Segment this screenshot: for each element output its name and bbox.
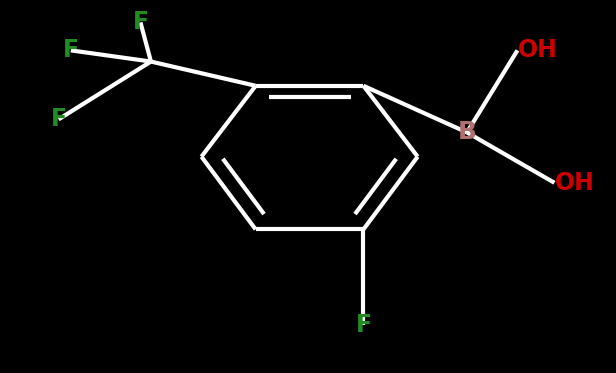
Text: B: B: [458, 120, 476, 144]
Text: F: F: [63, 38, 79, 62]
Text: OH: OH: [554, 171, 594, 195]
Text: OH: OH: [517, 38, 557, 62]
Text: F: F: [355, 313, 371, 336]
Text: F: F: [132, 10, 148, 34]
Text: F: F: [51, 107, 67, 131]
